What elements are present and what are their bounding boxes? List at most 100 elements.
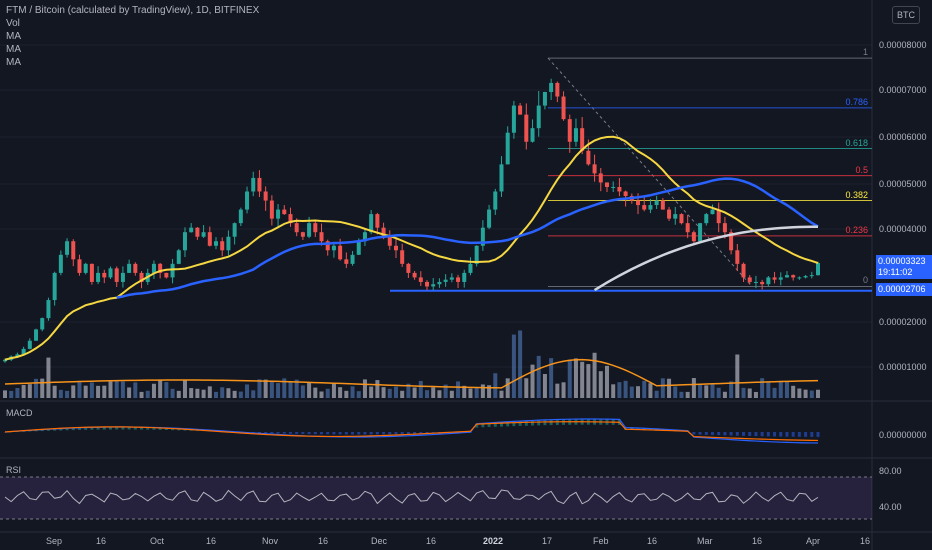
macd-histogram-bar (326, 432, 330, 435)
candle-body (431, 284, 436, 287)
fib-retracement[interactable] (390, 57, 872, 413)
volume-bar (133, 382, 138, 398)
volume-bar (400, 390, 405, 398)
volume-bar (325, 388, 330, 398)
volume-bar (530, 364, 535, 398)
macd-histogram-bar (288, 432, 292, 434)
volume-bar (449, 390, 454, 398)
macd-histogram-bar (388, 432, 392, 435)
volume-bar (108, 381, 113, 398)
volume-bar (716, 387, 721, 398)
volume-bar (170, 388, 175, 398)
volume-bar (704, 385, 709, 398)
volume-bar (698, 384, 703, 398)
candle-body (102, 272, 107, 278)
macd-histogram-bar (59, 428, 63, 431)
macd-signal-line (4, 421, 819, 442)
volume-bar (381, 387, 386, 398)
candle-body (530, 128, 535, 142)
macd-histogram-bar (531, 420, 535, 426)
macd-histogram-bar (785, 432, 789, 437)
candle-body (151, 263, 156, 273)
indicator-ma-3[interactable]: MA (6, 57, 21, 68)
candle-body (338, 245, 343, 260)
volume-bar (412, 387, 417, 398)
volume-bar (307, 382, 312, 398)
volume-bar (46, 357, 51, 398)
macd-histogram-bar (257, 432, 261, 434)
macd-histogram-bar (710, 432, 714, 436)
macd-histogram-bar (152, 427, 156, 430)
volume-bar (542, 374, 547, 398)
macd-histogram-bar (338, 432, 342, 435)
current-price-tag: 0.00003323 19:11:02 (876, 255, 932, 279)
candle-body (214, 241, 219, 246)
macd-pane-label[interactable]: MACD (6, 408, 33, 418)
candle-body (425, 281, 430, 287)
candle-body (176, 250, 181, 264)
volume-bar (21, 385, 26, 398)
volume-bar (127, 387, 132, 398)
ma-yellow-line (4, 135, 819, 361)
macd-histogram-bar (810, 432, 814, 437)
volume-bar (151, 383, 156, 398)
candle-body (691, 232, 696, 242)
rsi-line (4, 489, 819, 505)
volume-bar (573, 358, 578, 398)
volume-bar (319, 391, 324, 398)
candle-body (542, 92, 547, 106)
rsi-pane (0, 476, 872, 520)
candle-body (816, 262, 820, 276)
candle-body (660, 200, 665, 210)
candle-body (716, 209, 721, 224)
volume-bar (276, 383, 281, 398)
volume-bar (555, 383, 560, 398)
fib-level-label: 1 (862, 47, 868, 58)
volume-bar (623, 380, 628, 398)
volume-bars (3, 330, 820, 398)
candle-body (220, 241, 225, 251)
volume-bar (207, 386, 212, 398)
candle-body (114, 268, 119, 282)
macd-histogram-bar (369, 432, 373, 435)
macd-histogram-bar (406, 432, 410, 435)
moving-averages (4, 135, 819, 361)
volume-bar (375, 380, 380, 398)
macd-histogram-bar (425, 432, 429, 434)
time-tick: Mar (697, 536, 713, 546)
candle-body (375, 214, 380, 228)
fib-level-label: 0.786 (845, 96, 868, 107)
volume-bar (648, 383, 653, 398)
volume-bar (536, 355, 541, 398)
candle-body (108, 268, 113, 278)
volume-bar (182, 380, 187, 398)
volume-bar (269, 380, 274, 398)
volume-bar (797, 388, 802, 398)
volume-bar (387, 388, 392, 398)
time-tick: 16 (96, 536, 107, 546)
volume-bar (83, 385, 88, 398)
time-tick: 16 (860, 536, 871, 546)
volume-bar (493, 373, 498, 398)
volume-bar (480, 384, 485, 398)
currency-button[interactable]: BTC (892, 6, 920, 24)
volume-bar (809, 390, 814, 398)
candle-body (400, 250, 405, 264)
macd-histogram-bar (766, 432, 770, 437)
time-tick: 16 (318, 536, 329, 546)
volume-bar (629, 386, 634, 398)
indicator-ma-1[interactable]: MA (6, 31, 21, 42)
rsi-pane-label[interactable]: RSI (6, 465, 22, 475)
symbol-title[interactable]: FTM / Bitcoin (calculated by TradingView… (6, 5, 260, 16)
macd-histogram-bar (158, 427, 162, 430)
indicator-ma-2[interactable]: MA (6, 44, 21, 55)
candle-body (499, 164, 504, 192)
macd-histogram-bar (363, 432, 367, 435)
indicator-vol[interactable]: Vol (6, 18, 20, 29)
price-tick: 0.00008000 (879, 40, 927, 50)
price-tick: 0.00002000 (879, 317, 927, 327)
macd-histogram-bar (704, 432, 708, 435)
macd-histogram-bar (77, 427, 81, 430)
candle-body (722, 223, 727, 233)
